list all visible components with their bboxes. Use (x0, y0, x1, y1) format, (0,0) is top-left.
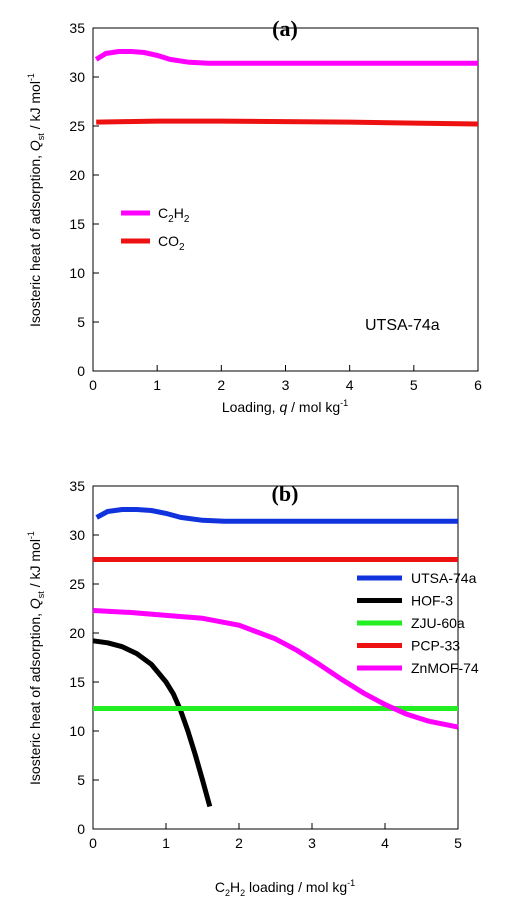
series-line-utsa-74a (95, 507, 458, 524)
panel-b-label: (b) (272, 481, 299, 506)
x-tick-label: 2 (235, 835, 243, 851)
series-line-c2h2 (94, 49, 478, 66)
x-tick-label: 1 (153, 377, 161, 393)
x-tick-label: 6 (474, 377, 482, 393)
x-tick-label: 4 (346, 377, 354, 393)
legend-label-co2: CO2 (158, 233, 185, 253)
panel-a-legend: C2H2 CO2 (121, 205, 190, 253)
y-tick-label: 30 (69, 527, 85, 543)
panel-a-label: (a) (272, 16, 298, 41)
y-tick-label: 25 (69, 118, 85, 134)
legend-label: UTSA-74a (411, 570, 477, 586)
panel-b-x-axis-title: C2H2 loading / mol kg-1 (215, 878, 355, 898)
panel-b-series (92, 507, 459, 808)
y-tick-label: 10 (69, 265, 85, 281)
panel-b-plot-frame (92, 485, 459, 830)
y-tick-label: 15 (69, 674, 85, 690)
legend-label-c2h2: C2H2 (158, 205, 190, 225)
x-tick-label: 4 (381, 835, 389, 851)
y-tick-label: 25 (69, 576, 85, 592)
legend-label: ZJU-60a (411, 615, 465, 631)
x-tick-label: 2 (217, 377, 225, 393)
panel-b: (b) 0 1 2 3 4 5 0 5 10 15 20 25 30 35 C2H2 loading /… (26, 478, 479, 898)
x-tick-label: 5 (454, 835, 462, 851)
legend-label: ZnMOF-74 (411, 660, 479, 676)
y-tick-label: 5 (77, 772, 85, 788)
y-tick-label: 20 (69, 625, 85, 641)
x-tick-label: 1 (162, 835, 170, 851)
legend-label: HOF-3 (411, 593, 453, 609)
y-tick-label: 35 (69, 478, 85, 494)
panel-a-series (94, 49, 479, 127)
legend-label: PCP-33 (411, 638, 460, 654)
x-tick-label: 3 (308, 835, 316, 851)
y-tick-label: 10 (69, 723, 85, 739)
panel-a-x-ticks: 0 1 2 3 4 5 6 (89, 365, 482, 393)
panel-b-y-ticks: 0 5 10 15 20 25 30 35 (69, 478, 99, 837)
panel-a-x-axis-title: Loading, q / mol kg-1 (222, 398, 348, 415)
y-tick-label: 0 (77, 821, 85, 837)
panel-b-legend: UTSA-74a HOF-3 ZJU-60a PCP-33 ZnMOF-74 (357, 570, 479, 676)
panel-b-y-axis-title: Isosteric heat of adsorption, Qst / kJ m… (26, 531, 46, 785)
x-tick-label: 0 (89, 835, 97, 851)
y-tick-label: 0 (77, 363, 85, 379)
y-tick-label: 15 (69, 216, 85, 232)
x-tick-label: 0 (89, 377, 97, 393)
panel-a-y-ticks: 0 5 10 15 20 25 30 35 (69, 20, 99, 379)
y-tick-label: 5 (77, 314, 85, 330)
panel-a: (a) 0 1 2 3 4 5 6 0 5 10 15 20 25 30 35 Loading, q / … (26, 16, 482, 415)
y-tick-label: 30 (69, 69, 85, 85)
x-tick-label: 5 (410, 377, 418, 393)
series-line-hof-3 (92, 638, 213, 808)
x-tick-label: 3 (282, 377, 290, 393)
series-line-co2 (96, 118, 479, 127)
series-line-znmof-74 (92, 608, 459, 730)
panel-b-x-ticks: 0 1 2 3 4 5 (89, 823, 462, 851)
panel-a-y-axis-title: Isosteric heat of adsorption, Qst / kJ m… (26, 73, 46, 327)
y-tick-label: 35 (69, 20, 85, 36)
y-tick-label: 20 (69, 167, 85, 183)
panel-a-annotation: UTSA-74a (365, 317, 440, 334)
